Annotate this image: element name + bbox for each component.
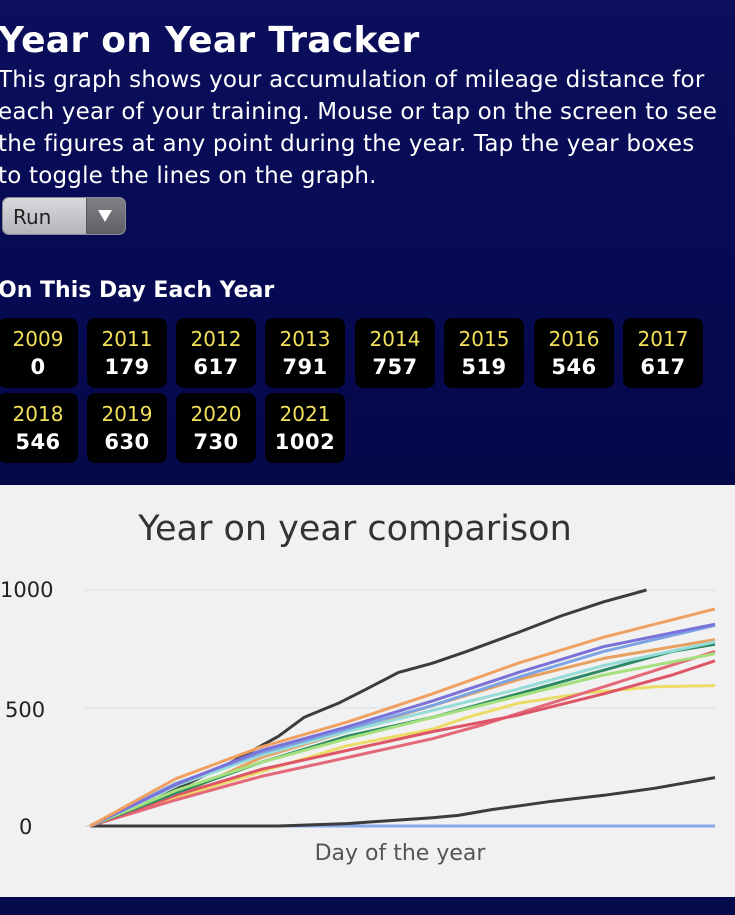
y-tick-label: 500 — [5, 698, 45, 722]
series-line[interactable] — [90, 776, 716, 828]
tile-value: 757 — [372, 355, 418, 379]
series-line[interactable] — [89, 640, 716, 828]
tile-year: 2009 — [12, 327, 64, 351]
tile-year: 2013 — [279, 327, 331, 351]
tile-value: 730 — [193, 430, 239, 454]
activity-type-select[interactable]: Run — [2, 197, 126, 235]
page-description: This graph shows your accumulation of mi… — [0, 67, 718, 189]
year-tile[interactable]: 2019 630 — [87, 393, 167, 463]
series-line[interactable] — [89, 649, 716, 828]
tile-year: 2018 — [12, 402, 64, 426]
y-tick-label: 0 — [19, 815, 32, 839]
tile-year: 2014 — [369, 327, 421, 351]
tile-value: 791 — [282, 355, 328, 379]
tile-year: 2011 — [101, 327, 153, 351]
year-tile[interactable]: 2021 1002 — [265, 393, 345, 463]
tile-year: 2020 — [190, 402, 242, 426]
tile-value: 1002 — [274, 430, 336, 454]
year-comparison-chart[interactable]: Year on year comparison 1000 500 0 Day o… — [0, 485, 735, 897]
page-title: Year on Year Tracker — [0, 20, 420, 61]
tile-value: 546 — [15, 430, 61, 454]
chart-panel[interactable]: Year on year comparison 1000 500 0 Day o… — [0, 485, 735, 897]
chevron-down-icon — [86, 198, 125, 234]
series-layer — [89, 588, 716, 828]
tile-value: 546 — [551, 355, 597, 379]
year-tile[interactable]: 2018 546 — [0, 393, 78, 463]
tile-year: 2015 — [458, 327, 510, 351]
tile-year: 2017 — [637, 327, 689, 351]
series-line[interactable] — [89, 684, 716, 828]
year-tile[interactable]: 2009 0 — [0, 318, 78, 388]
year-tile[interactable]: 2017 617 — [623, 318, 703, 388]
tile-value: 617 — [193, 355, 239, 379]
y-tick-label: 1000 — [0, 578, 53, 602]
series-line[interactable] — [89, 607, 716, 828]
year-tile[interactable]: 2020 730 — [176, 393, 256, 463]
year-tiles: 2009 0 2011 179 2012 617 2013 791 2014 7… — [0, 318, 735, 468]
year-tile[interactable]: 2011 179 — [87, 318, 167, 388]
year-tile[interactable]: 2016 546 — [534, 318, 614, 388]
tracker-header-panel: Year on Year Tracker This graph shows yo… — [0, 0, 735, 485]
on-this-day-heading: On This Day Each Year — [0, 278, 275, 303]
tile-value: 519 — [461, 355, 507, 379]
year-tile[interactable]: 2015 519 — [444, 318, 524, 388]
series-line[interactable] — [89, 659, 716, 828]
chart-title: Year on year comparison — [137, 509, 572, 549]
tile-value: 630 — [104, 430, 150, 454]
year-tile[interactable]: 2014 757 — [355, 318, 435, 388]
tile-value: 0 — [30, 355, 46, 379]
tile-year: 2012 — [190, 327, 242, 351]
year-tile[interactable]: 2013 791 — [265, 318, 345, 388]
tile-year: 2021 — [279, 402, 331, 426]
tile-value: 617 — [640, 355, 686, 379]
tile-year: 2016 — [548, 327, 600, 351]
series-line[interactable] — [89, 622, 716, 828]
series-line[interactable] — [89, 652, 716, 828]
tile-year: 2019 — [101, 402, 153, 426]
activity-type-value: Run — [13, 205, 52, 229]
year-tile[interactable]: 2012 617 — [176, 318, 256, 388]
tile-value: 179 — [104, 355, 150, 379]
x-axis-label: Day of the year — [315, 841, 487, 866]
